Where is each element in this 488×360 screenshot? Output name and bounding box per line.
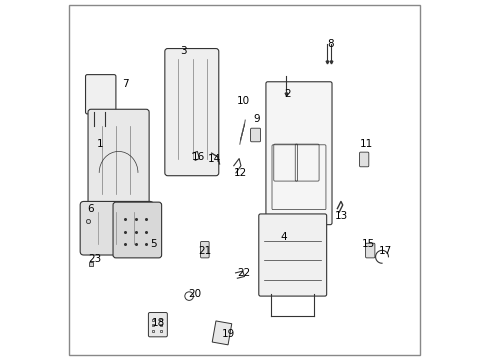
FancyBboxPatch shape xyxy=(200,242,209,258)
Text: 18: 18 xyxy=(151,318,164,328)
Text: 4: 4 xyxy=(280,232,286,242)
Text: 17: 17 xyxy=(378,247,391,256)
Text: 11: 11 xyxy=(359,139,372,149)
FancyBboxPatch shape xyxy=(258,214,326,296)
Text: 8: 8 xyxy=(326,39,333,49)
FancyBboxPatch shape xyxy=(88,109,149,211)
FancyBboxPatch shape xyxy=(113,202,162,258)
Text: 2: 2 xyxy=(284,89,290,99)
FancyBboxPatch shape xyxy=(80,202,153,255)
Text: 1: 1 xyxy=(96,139,103,149)
FancyBboxPatch shape xyxy=(359,152,368,167)
Text: 14: 14 xyxy=(207,154,220,163)
Text: 15: 15 xyxy=(362,239,375,249)
Text: 23: 23 xyxy=(88,253,101,264)
Text: 10: 10 xyxy=(236,96,249,107)
Text: 19: 19 xyxy=(222,329,235,339)
FancyBboxPatch shape xyxy=(250,128,260,142)
Text: 9: 9 xyxy=(253,114,260,124)
Text: 13: 13 xyxy=(334,211,347,221)
Polygon shape xyxy=(212,321,231,345)
Text: 16: 16 xyxy=(191,152,204,162)
Text: 20: 20 xyxy=(187,289,201,299)
Text: 5: 5 xyxy=(150,239,156,249)
FancyBboxPatch shape xyxy=(148,312,167,337)
FancyBboxPatch shape xyxy=(365,243,374,258)
Text: 6: 6 xyxy=(87,203,93,213)
Text: 7: 7 xyxy=(122,78,129,89)
Text: 22: 22 xyxy=(236,268,249,278)
Text: 12: 12 xyxy=(234,168,247,178)
Text: 21: 21 xyxy=(198,247,211,256)
Text: 3: 3 xyxy=(180,46,187,57)
FancyBboxPatch shape xyxy=(85,75,116,114)
FancyBboxPatch shape xyxy=(164,49,218,176)
FancyBboxPatch shape xyxy=(265,82,331,225)
